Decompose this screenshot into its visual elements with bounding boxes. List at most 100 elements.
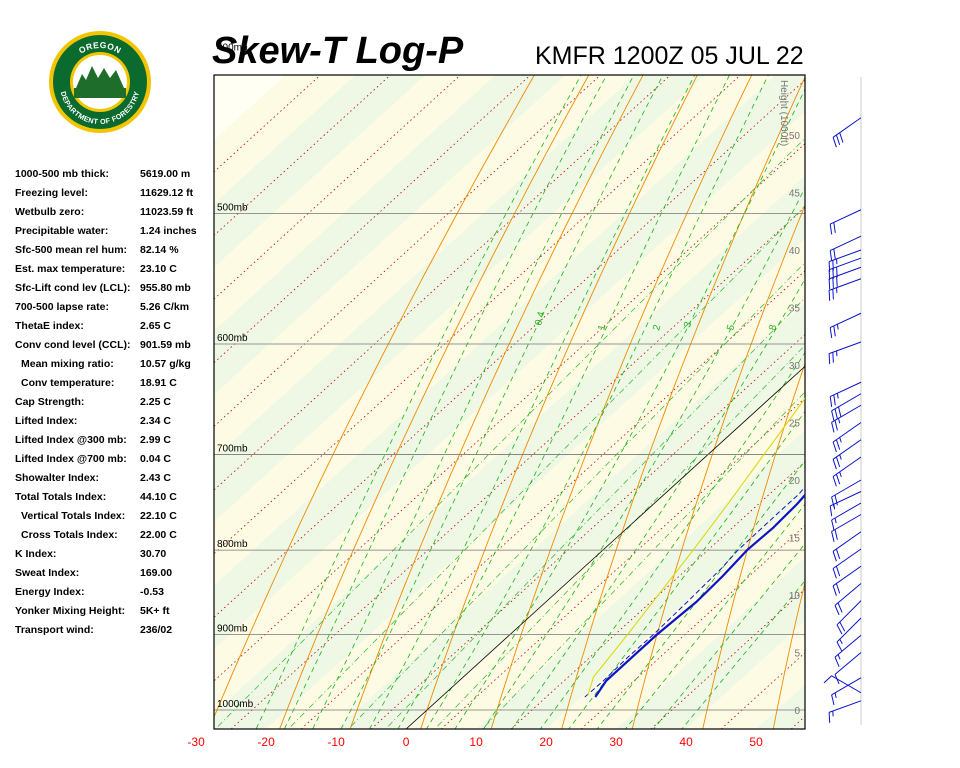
wind-barb-flag	[832, 441, 837, 453]
height-tick-label: 45	[789, 189, 801, 200]
temperature-trace	[594, 493, 805, 698]
moist-adiabat	[568, 410, 805, 729]
index-row: Sweat Index: 169.00	[15, 567, 210, 586]
wind-barb-flag	[834, 674, 840, 685]
height-tick-label: 20	[789, 476, 801, 487]
dry-adiabat	[841, 0, 960, 745]
wind-barb-shaft	[834, 652, 862, 675]
wind-barb-flag	[839, 132, 844, 143]
index-value: 901.59 mb	[140, 339, 191, 351]
wind-barb-half-flag	[836, 393, 839, 399]
isobar-label: 900mb	[217, 624, 248, 635]
index-value: 2.25 C	[140, 396, 171, 408]
wind-barb	[832, 117, 862, 148]
isotherm-dotted	[214, 75, 601, 427]
index-label: Mean mixing ratio:	[21, 358, 114, 370]
index-label: Lifted Index:	[15, 415, 78, 427]
wind-barb-half-flag	[834, 692, 837, 699]
isotherm-band	[686, 620, 805, 729]
height-tick-label: 15	[789, 534, 801, 545]
index-value: 2.34 C	[140, 415, 171, 427]
wind-barb-flag	[834, 420, 838, 431]
wind-barb	[834, 583, 862, 616]
index-label: ThetaE index:	[15, 320, 84, 332]
wind-barb-shaft	[831, 502, 862, 521]
isotherm-dotted	[230, 206, 805, 729]
wind-barb-flag	[829, 505, 833, 517]
index-label: Sfc-500 mean rel hum:	[15, 244, 128, 256]
temperature-tick-label: 0	[403, 735, 410, 749]
index-row: 1000-500 mb thick: 5619.00 m	[15, 168, 210, 187]
index-row: Energy Index: -0.53	[15, 586, 210, 605]
isotherm-band	[214, 175, 805, 729]
wind-barb-shaft	[829, 209, 862, 225]
wind-barb	[836, 600, 862, 635]
wind-barb-shaft	[831, 675, 862, 694]
index-label: Est. max temperature:	[15, 263, 126, 275]
index-label: Yonker Mixing Height:	[15, 605, 126, 617]
height-tick-label: 50	[789, 131, 801, 142]
index-row: Lifted Index: 2.34 C	[15, 415, 210, 434]
wind-barb	[832, 565, 862, 596]
index-label: Sfc-Lift cond lev (LCL):	[15, 282, 131, 294]
wind-barb-flag	[837, 602, 843, 613]
temperature-tick-label: 10	[469, 735, 483, 749]
index-row: Showalter Index: 2.43 C	[15, 472, 210, 491]
wind-barb-flag	[828, 712, 831, 723]
wind-barb-flag	[834, 494, 838, 506]
wind-barb	[829, 312, 862, 338]
mixing-ratio-label: 0.4	[533, 310, 547, 327]
index-value: 0.04 C	[140, 453, 171, 465]
wind-barb-flag	[832, 352, 834, 363]
wind-barb-shaft	[828, 257, 862, 271]
wind-barb-shaft	[828, 278, 862, 291]
temperature-tick-label: 50	[749, 735, 763, 749]
wind-barb-shaft	[828, 266, 862, 280]
index-row: Cap Strength: 2.25 C	[15, 396, 210, 415]
moist-adiabat	[425, 75, 769, 729]
index-label: 1000-500 mb thick:	[15, 168, 109, 180]
height-tick-label: 30	[789, 361, 801, 372]
dry-adiabat	[214, 75, 535, 719]
index-label: Sweat Index:	[15, 567, 80, 579]
isotherm-dotted	[214, 143, 805, 682]
height-tick-label: 35	[789, 304, 801, 315]
temperature-tick-label: 20	[539, 735, 553, 749]
index-row: Sfc-500 mean rel hum: 82.14 %	[15, 244, 210, 263]
index-row: Lifted Index @300 mb: 2.99 C	[15, 434, 210, 453]
wind-barb	[829, 209, 862, 235]
temperature-tick-label: -20	[257, 735, 275, 749]
parcel-trace	[587, 397, 805, 696]
moist-adiabat	[539, 351, 805, 729]
wind-barb-flag	[833, 248, 836, 260]
wind-barb	[831, 479, 862, 508]
isotherm-dotted	[790, 715, 805, 729]
mixing-ratio-label: 1	[596, 323, 608, 332]
isobar-label: 700mb	[217, 443, 248, 454]
wind-barb-shaft	[831, 677, 862, 696]
wind-barb-half-flag	[838, 418, 841, 424]
diagram-labels: 200mb300mb400mb500mb600mb700mb800mb900mb…	[187, 42, 801, 749]
wind-barb-flag	[834, 605, 840, 616]
index-label: Conv temperature:	[21, 377, 115, 389]
wind-barb-half-flag	[836, 324, 839, 330]
index-value: 5K+ ft	[140, 605, 170, 617]
isotherm-dotted	[440, 397, 805, 729]
index-row: K Index: 30.70	[15, 548, 210, 567]
wind-barb-shaft	[832, 531, 862, 552]
wind-barb	[832, 422, 862, 453]
index-row: Conv cond level (CCL): 901.59 mb	[15, 339, 210, 358]
wind-barb-half-flag	[837, 654, 841, 660]
wind-barb-flag	[835, 548, 841, 560]
wind-barb-flag	[835, 134, 841, 146]
wind-barb	[828, 266, 862, 290]
wind-barb	[831, 502, 862, 531]
isotherm-band	[756, 684, 805, 729]
isobar-label: 500mb	[217, 202, 248, 213]
index-row: Yonker Mixing Height: 5K+ ft	[15, 605, 210, 624]
wind-barb-shaft	[831, 514, 862, 532]
index-row: Precipitable water: 1.24 inches	[15, 225, 210, 244]
index-row: 700-500 lapse rate: 5.26 C/km	[15, 301, 210, 320]
wind-barb-flag	[832, 137, 837, 148]
